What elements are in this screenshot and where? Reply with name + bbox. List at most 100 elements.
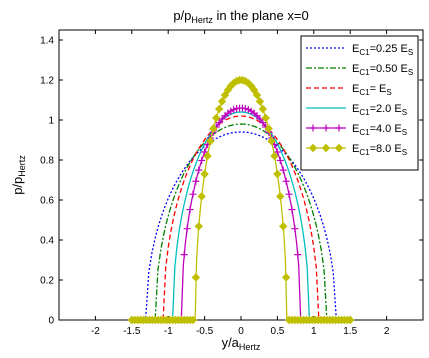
plus-marker xyxy=(189,190,197,198)
star-marker xyxy=(197,192,206,201)
plus-marker xyxy=(335,124,343,132)
legend-label-sub: C1 xyxy=(359,68,370,77)
star-marker xyxy=(279,222,288,231)
x-tick-label: -2 xyxy=(91,326,100,337)
y-ticks: 0 0.2 0.4 0.6 0.8 1 1.2 1.4 xyxy=(40,36,423,327)
star-marker xyxy=(252,90,262,100)
plus-marker xyxy=(186,206,194,214)
plus-marker xyxy=(183,225,191,233)
chart-title-base: p/p xyxy=(173,8,191,23)
chart-title: p/pHertz in the plane x=0 xyxy=(173,8,308,25)
legend-label-post: =4.0 E xyxy=(370,123,402,135)
legend-label-pre: E xyxy=(352,43,359,55)
series-line xyxy=(131,123,351,321)
x-axis-label-sub: Hertz xyxy=(239,342,261,352)
legend-label-pre: E xyxy=(352,123,359,135)
y-tick-label: 1 xyxy=(48,116,54,127)
star-marker xyxy=(345,315,355,325)
plus-marker xyxy=(201,148,209,156)
legend-label-sub2: S xyxy=(402,108,407,117)
star-marker xyxy=(249,85,259,95)
y-tick-label: 0.8 xyxy=(40,156,54,167)
star-marker xyxy=(212,113,221,123)
legend-label-post: =0.25 E xyxy=(370,43,408,55)
legend-label-sub: C1 xyxy=(359,48,370,57)
y-axis-label: p/pHertz xyxy=(10,155,27,195)
star-marker xyxy=(273,169,282,179)
x-tick-label: 0.5 xyxy=(270,326,284,337)
legend-label-sub2: S xyxy=(402,148,407,157)
star-marker xyxy=(281,273,291,282)
legend-label: EC1=2.0 ES xyxy=(352,103,407,117)
series-line xyxy=(131,111,351,321)
legend-label-sub2: S xyxy=(386,88,391,97)
legend-label-sub: C1 xyxy=(359,88,370,97)
plus-marker xyxy=(259,119,267,127)
legend-label-pre: E xyxy=(352,143,359,155)
legend-label-post: =8.0 E xyxy=(370,143,402,155)
plus-marker xyxy=(285,190,293,198)
star-marker xyxy=(206,136,215,146)
legend-label-sub2: S xyxy=(402,128,407,137)
legend-label-pre: E xyxy=(352,103,359,115)
y-tick-label: 0.2 xyxy=(40,276,54,287)
legend-label-pre: E xyxy=(352,63,359,75)
series-line xyxy=(131,115,351,321)
star-marker xyxy=(188,315,198,325)
plus-marker xyxy=(215,119,223,127)
legend-label: EC1=0.50 ES xyxy=(352,63,413,77)
x-tick-label: -1.5 xyxy=(123,326,141,337)
legend-label: EC1=4.0 ES xyxy=(352,123,407,137)
plus-marker xyxy=(198,156,206,164)
legend-label-post: =0.50 E xyxy=(370,63,408,75)
legend-label-post: = E xyxy=(370,83,387,95)
star-marker xyxy=(200,169,209,179)
star-marker xyxy=(258,104,268,114)
plus-marker xyxy=(180,251,188,259)
legend-label-sub2: S xyxy=(408,68,413,77)
plus-marker xyxy=(288,206,296,214)
star-marker xyxy=(264,124,273,133)
y-axis-label-base: p/p xyxy=(10,177,25,195)
plus-marker xyxy=(276,156,284,164)
x-tick-label: 0 xyxy=(238,326,244,337)
legend-label-sub2: S xyxy=(408,48,413,57)
plus-marker xyxy=(291,225,299,233)
x-tick-label: 1.5 xyxy=(343,326,357,337)
star-marker xyxy=(191,273,201,282)
legend-label-sub: C1 xyxy=(359,148,370,157)
chart-title-suffix: in the plane x=0 xyxy=(213,8,309,23)
legend-label: EC1=0.25 ES xyxy=(352,43,413,57)
x-axis-label-base: y/a xyxy=(222,335,240,350)
star-marker xyxy=(308,143,318,153)
plus-marker xyxy=(195,166,203,174)
legend-label: EC1= ES xyxy=(352,83,392,97)
star-marker xyxy=(270,151,279,161)
y-tick-label: 0.6 xyxy=(40,196,54,207)
plus-marker xyxy=(273,148,281,156)
star-marker xyxy=(214,104,224,114)
plus-marker xyxy=(256,115,264,123)
plus-marker xyxy=(294,251,302,259)
star-marker xyxy=(267,136,276,146)
star-marker xyxy=(255,97,265,106)
chart-title-sub: Hertz xyxy=(191,15,213,25)
star-marker xyxy=(276,192,285,201)
x-tick-label: 1 xyxy=(311,326,317,337)
plus-marker xyxy=(309,124,317,132)
x-tick-label: -1 xyxy=(164,326,173,337)
series-lines xyxy=(127,75,355,325)
plus-marker xyxy=(192,177,200,185)
star-marker xyxy=(321,143,331,153)
star-marker xyxy=(209,124,218,133)
plus-marker xyxy=(282,177,290,185)
star-marker xyxy=(203,151,212,161)
legend-label: EC1=8.0 ES xyxy=(352,143,407,157)
legend-label-pre: E xyxy=(352,83,359,95)
y-tick-label: 0 xyxy=(48,316,54,327)
y-tick-label: 0.4 xyxy=(40,236,54,247)
legend-label-post: =2.0 E xyxy=(370,103,402,115)
plus-marker xyxy=(279,166,287,174)
star-marker xyxy=(261,113,270,123)
